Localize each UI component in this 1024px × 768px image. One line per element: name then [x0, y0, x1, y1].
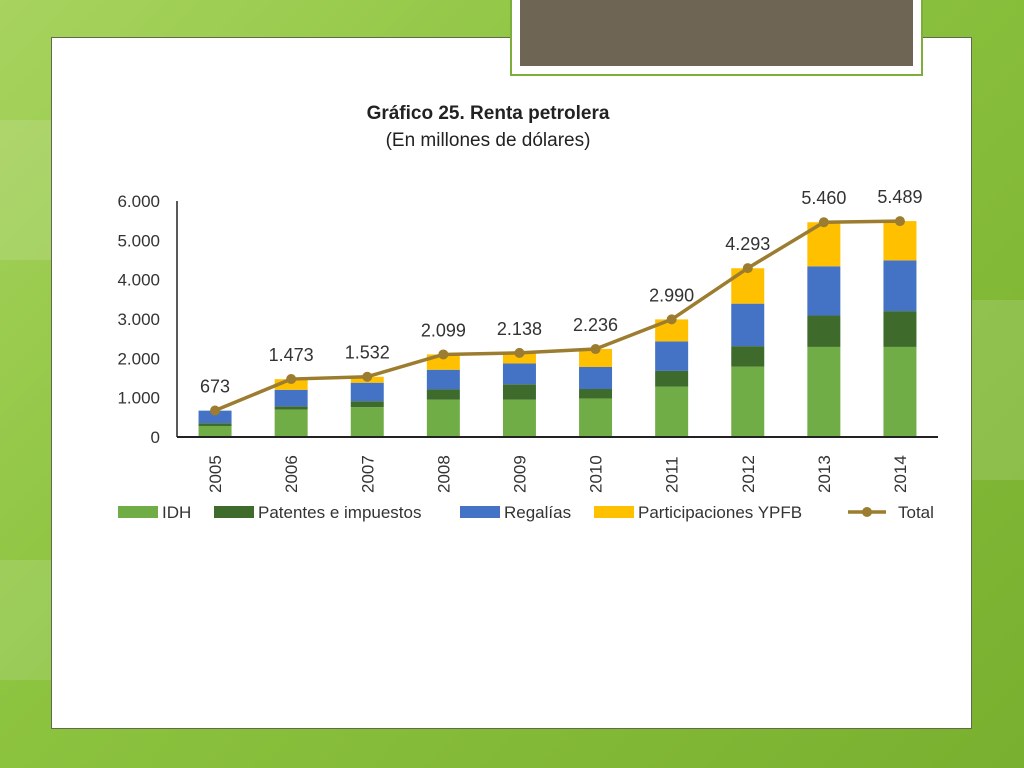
- bar-segment: [655, 319, 689, 342]
- bar-segment: [350, 407, 384, 437]
- total-point: [590, 344, 601, 355]
- y-tick-label: 0: [151, 428, 160, 447]
- total-point: [362, 371, 373, 382]
- data-label: 5.460: [801, 188, 846, 208]
- data-label: 2.099: [421, 320, 466, 340]
- data-label: 2.138: [497, 319, 542, 339]
- bar-segment: [655, 386, 689, 437]
- x-tick-label: 2011: [663, 456, 682, 493]
- bar-segment: [883, 346, 917, 437]
- data-label: 1.532: [345, 343, 390, 363]
- bar-segment: [274, 406, 308, 410]
- legend-label: Regalías: [504, 503, 571, 522]
- x-tick-label: 2005: [206, 455, 225, 493]
- bar-segment: [655, 341, 689, 371]
- bar-segment: [502, 352, 536, 364]
- bar-segment: [579, 389, 613, 399]
- y-tick-label: 6.000: [117, 192, 160, 211]
- legend-swatch: [460, 506, 500, 518]
- bar-segment: [198, 425, 232, 437]
- bar-segment: [274, 389, 308, 407]
- x-tick-label: 2010: [587, 455, 606, 493]
- bar-segment: [426, 399, 460, 437]
- background-stripe: [0, 560, 51, 680]
- bar-segment: [198, 423, 232, 426]
- data-label: 4.293: [725, 234, 770, 254]
- bar-segment: [502, 384, 536, 400]
- bar-segment: [350, 401, 384, 408]
- bar-segment: [579, 348, 613, 367]
- legend-swatch: [118, 506, 158, 518]
- bar-segment: [426, 369, 460, 390]
- bar-segment: [655, 370, 689, 387]
- legend-label: Total: [898, 503, 934, 522]
- bar-segment: [731, 303, 765, 347]
- total-point: [210, 405, 221, 416]
- bar-segment: [731, 366, 765, 437]
- chart-subtitle: (En millones de dólares): [385, 130, 591, 151]
- total-point: [514, 347, 525, 358]
- x-tick-label: 2013: [815, 455, 834, 493]
- data-label: 2.990: [649, 285, 694, 305]
- total-point: [666, 314, 677, 325]
- bar-segment: [198, 410, 232, 424]
- bar-segment: [350, 382, 384, 402]
- total-line: [214, 219, 900, 413]
- y-tick-label: 1.000: [117, 389, 160, 408]
- y-tick-label: 5.000: [117, 231, 160, 250]
- bar-segment: [274, 409, 308, 437]
- bar-segment: [579, 366, 613, 390]
- legend-swatch: [214, 506, 254, 518]
- bar-segment: [274, 379, 308, 390]
- total-point: [742, 263, 753, 274]
- bar-segment: [807, 266, 841, 316]
- legend-swatch-marker: [862, 507, 872, 517]
- legend-label: Participaciones YPFB: [638, 503, 802, 522]
- bar-segment: [502, 363, 536, 385]
- bar-segment: [807, 346, 841, 437]
- bar-segment: [579, 398, 613, 437]
- data-label: 1.473: [269, 345, 314, 365]
- bar-segment: [426, 389, 460, 400]
- bar-segment: [883, 311, 917, 347]
- total-point: [286, 374, 297, 385]
- bar-segment: [883, 260, 917, 312]
- x-tick-label: 2006: [282, 455, 301, 493]
- bar-segment: [731, 268, 765, 304]
- total-point: [438, 349, 449, 360]
- total-point: [894, 216, 905, 227]
- x-tick-label: 2007: [358, 455, 377, 493]
- total-point: [818, 217, 829, 228]
- background-stripe: [972, 300, 1024, 480]
- y-tick-label: 3.000: [117, 310, 160, 329]
- background-stripe: [0, 120, 51, 260]
- y-tick-label: 4.000: [117, 271, 160, 290]
- bar-segment: [807, 315, 841, 347]
- legend-label: Patentes e impuestos: [258, 503, 421, 522]
- bar-segment: [883, 221, 917, 261]
- bar-segment: [731, 346, 765, 367]
- x-tick-label: 2008: [434, 455, 453, 493]
- bar-segment: [502, 399, 536, 437]
- legend-swatch: [594, 506, 634, 518]
- data-label: 2.236: [573, 315, 618, 335]
- x-tick-label: 2012: [739, 455, 758, 493]
- data-label: 5.489: [877, 187, 922, 207]
- x-tick-label: 2009: [510, 455, 529, 493]
- y-tick-label: 2.000: [117, 349, 160, 368]
- chart-title: Gráfico 25. Renta petrolera: [366, 103, 610, 124]
- legend-label: IDH: [162, 503, 191, 522]
- data-label: 673: [200, 377, 230, 397]
- slide-title-placeholder: [520, 0, 913, 66]
- x-tick-label: 2014: [891, 455, 910, 493]
